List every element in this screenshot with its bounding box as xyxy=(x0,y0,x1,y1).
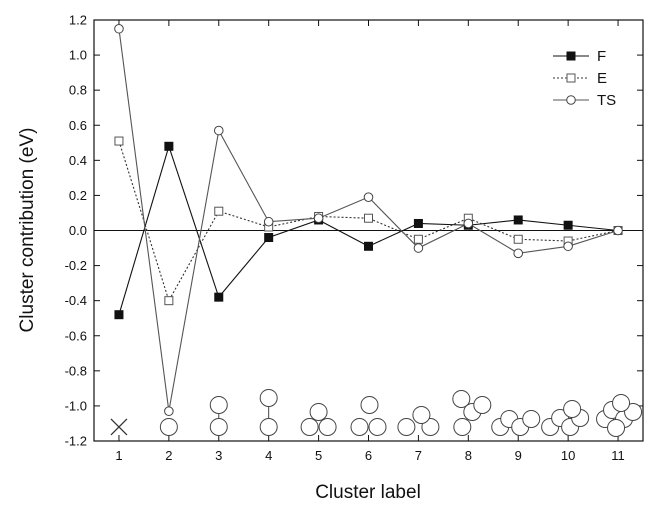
cluster-icon-10 xyxy=(541,399,590,436)
cluster-icon-5 xyxy=(300,402,337,436)
y-tick-label: 1.0 xyxy=(69,48,87,63)
atom-circle xyxy=(360,395,379,414)
marker-f xyxy=(214,292,224,302)
atom-circle xyxy=(259,417,278,436)
x-tick-label: 10 xyxy=(561,448,575,463)
y-tick-label: 1.2 xyxy=(69,13,87,28)
marker-f xyxy=(364,241,373,251)
marker-ts xyxy=(164,406,174,416)
marker-f xyxy=(164,141,174,151)
atom-circle xyxy=(209,395,228,414)
x-tick-label: 6 xyxy=(365,448,372,463)
y-tick-label: 0.8 xyxy=(69,83,87,98)
marker-f xyxy=(413,218,423,228)
atom-circle xyxy=(624,402,643,421)
y-tick-label: -1.0 xyxy=(65,398,87,413)
atom-circle xyxy=(421,417,440,436)
y-tick-label: -1.2 xyxy=(65,434,87,449)
marker-f xyxy=(513,215,523,225)
atom-circle xyxy=(300,417,319,436)
marker-e xyxy=(114,136,124,146)
x-tick-label: 4 xyxy=(265,448,272,463)
marker-ts xyxy=(463,218,474,229)
marker-ts xyxy=(613,225,623,236)
x-tick-label: 9 xyxy=(515,448,522,463)
atom-circle xyxy=(412,405,431,424)
atom-circle xyxy=(452,389,471,408)
atom-circle xyxy=(473,395,492,414)
atom-circle xyxy=(607,418,626,437)
marker-e xyxy=(214,206,224,216)
y-tick-label: 0.4 xyxy=(69,153,87,168)
marker-ts xyxy=(363,192,374,202)
marker-f xyxy=(264,233,274,243)
atom-circle xyxy=(368,417,387,436)
legend: FE TS xyxy=(553,48,616,109)
cluster-icon-6 xyxy=(350,395,387,436)
x-tick-label: 2 xyxy=(165,448,172,463)
x-tick-label: 3 xyxy=(215,448,222,463)
y-axis-title: Cluster contribution (eV) xyxy=(17,128,38,333)
atom-circle xyxy=(209,417,228,436)
cluster-icons xyxy=(110,388,643,437)
atom-circle xyxy=(159,417,178,436)
marker-ts xyxy=(213,125,224,136)
x-tick-label: 1 xyxy=(115,448,122,463)
y-tick-label: -0.2 xyxy=(65,258,87,273)
marker-e xyxy=(413,234,423,244)
marker-e xyxy=(513,234,523,244)
legend-label-f: F xyxy=(597,48,606,65)
cluster-icon-8 xyxy=(452,389,492,436)
y-tick-label: 0.2 xyxy=(69,188,87,203)
y-tick-label: 0.0 xyxy=(69,223,87,238)
cluster-icon-9 xyxy=(491,409,541,436)
marker-ts xyxy=(513,248,524,259)
ticks: -1.2 -1.0 -0.8 -0.6 -0.4 -0.2 0.0 0.2 0.4 0.6 0.8 1… xyxy=(65,13,643,463)
cluster-icon-7 xyxy=(397,405,440,436)
marker-ts xyxy=(413,243,424,253)
cluster-icon-2 xyxy=(159,417,178,436)
marker-f xyxy=(563,220,573,230)
y-tick-label: -0.8 xyxy=(65,363,87,378)
cluster-icon-4 xyxy=(259,388,278,436)
x-tick-label: 11 xyxy=(611,448,625,463)
atom-circle xyxy=(259,388,278,407)
series-markers xyxy=(114,23,623,416)
atom-circle xyxy=(612,393,631,412)
atom-circle xyxy=(453,417,472,436)
x-axis-title: Cluster label xyxy=(315,482,421,503)
atom-circle xyxy=(350,417,369,436)
legend-label-e: E xyxy=(597,70,607,87)
legend-marker-f xyxy=(566,51,576,61)
marker-e xyxy=(164,296,174,306)
atom-circle xyxy=(563,399,582,418)
legend-marker-ts xyxy=(566,95,576,105)
cluster-icon-1 xyxy=(110,418,128,436)
legend-marker-e xyxy=(566,73,576,83)
atom-circle xyxy=(318,417,337,436)
marker-ts xyxy=(563,241,573,252)
x-tick-label: 5 xyxy=(315,448,322,463)
y-tick-label: -0.6 xyxy=(65,328,87,343)
x-tick-label: 7 xyxy=(415,448,422,463)
marker-ts xyxy=(114,23,124,34)
marker-ts xyxy=(263,216,274,227)
marker-f xyxy=(114,310,124,320)
atom-circle xyxy=(397,417,416,436)
cross-mark xyxy=(110,418,128,436)
cluster-icon-11 xyxy=(596,393,643,437)
marker-e xyxy=(364,213,373,223)
atom-circle xyxy=(522,409,541,428)
marker-ts xyxy=(313,213,324,224)
cluster-icon-3 xyxy=(209,395,228,436)
x-tick-label: 8 xyxy=(465,448,472,463)
y-tick-label: -0.4 xyxy=(65,293,87,308)
atom-circle xyxy=(309,402,328,421)
y-tick-label: 0.6 xyxy=(69,118,87,133)
legend-label-ts: TS xyxy=(597,92,616,109)
